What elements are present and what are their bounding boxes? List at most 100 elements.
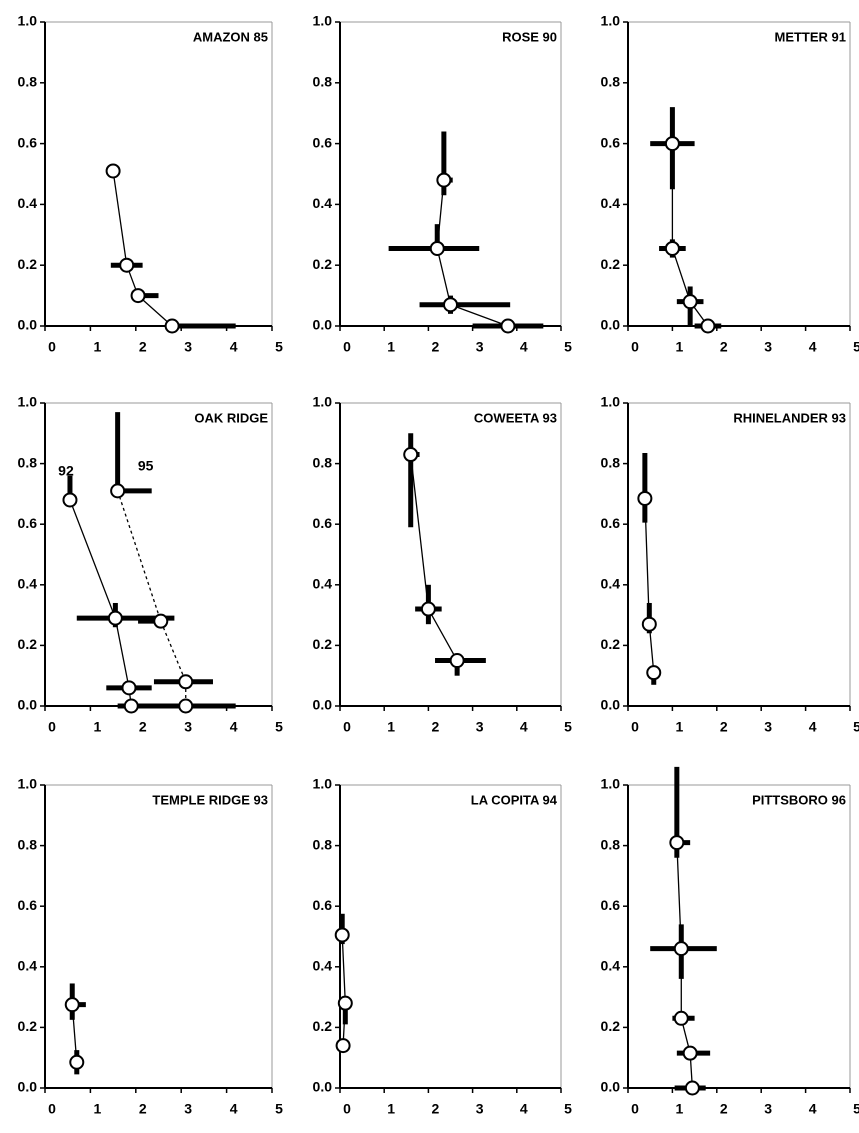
x-tick-label: 1: [387, 339, 395, 355]
panel-title: ROSE 90: [502, 29, 557, 44]
y-tick-label: 1.0: [601, 13, 621, 29]
y-tick-label: 0.8: [18, 836, 38, 852]
x-tick-label: 3: [184, 1101, 192, 1117]
point: [62, 492, 78, 508]
x-tick-label: 1: [387, 1101, 395, 1117]
point: [429, 240, 445, 256]
point: [443, 297, 458, 313]
x-tick-label: 3: [476, 1101, 484, 1117]
point: [121, 680, 137, 696]
point: [436, 172, 452, 188]
y-tick-label: 0.8: [18, 74, 38, 90]
point: [178, 674, 194, 690]
y-tick-label: 0.4: [18, 195, 38, 211]
x-tick-label: 0: [631, 1101, 639, 1117]
panel-title: TEMPLE RIDGE 93: [152, 792, 268, 807]
point: [449, 653, 465, 669]
y-tick-label: 0.8: [601, 454, 621, 470]
point: [669, 835, 685, 851]
series-label: 92: [58, 463, 74, 479]
x-tick-label: 2: [432, 719, 440, 735]
y-tick-label: 0.6: [18, 515, 38, 531]
series-line: [341, 934, 346, 1046]
x-tick-label: 0: [343, 1101, 351, 1117]
series-line: [69, 499, 132, 707]
x-tick-label: 5: [853, 339, 859, 355]
point: [664, 136, 680, 152]
point: [500, 318, 516, 334]
y-tick-label: 0.8: [313, 836, 333, 852]
x-tick-label: 1: [676, 719, 684, 735]
y-tick-label: 0.8: [18, 454, 38, 470]
panel-title: OAK RIDGE: [194, 410, 268, 425]
series-label: 95: [138, 458, 154, 474]
y-tick-label: 0.8: [601, 74, 621, 90]
point: [337, 995, 353, 1011]
x-tick-label: 2: [720, 1101, 728, 1117]
point: [69, 1054, 85, 1070]
x-tick-label: 2: [139, 1101, 147, 1117]
point: [682, 294, 698, 310]
series-line: [117, 490, 187, 706]
x-tick-label: 4: [809, 719, 817, 735]
x-tick-label: 0: [343, 339, 351, 355]
point: [641, 616, 657, 632]
y-tick-label: 0.8: [601, 836, 621, 852]
y-tick-label: 1.0: [18, 13, 38, 29]
x-tick-label: 2: [139, 339, 147, 355]
x-tick-label: 3: [476, 339, 484, 355]
x-tick-label: 3: [184, 339, 192, 355]
x-tick-label: 0: [631, 719, 639, 735]
y-tick-label: 0.6: [313, 515, 333, 531]
y-tick-label: 0.0: [601, 317, 621, 333]
point: [700, 318, 716, 334]
point: [335, 1038, 351, 1054]
point: [110, 483, 126, 499]
x-tick-label: 4: [520, 719, 528, 735]
series-line: [644, 498, 655, 673]
y-tick-label: 0.2: [313, 636, 333, 652]
point: [119, 257, 135, 273]
y-tick-label: 0.6: [313, 897, 333, 913]
x-tick-label: 2: [432, 1101, 440, 1117]
y-tick-label: 0.2: [313, 256, 333, 272]
y-tick-label: 0.4: [18, 958, 38, 974]
point: [637, 490, 653, 506]
x-tick-label: 1: [94, 719, 102, 735]
x-tick-label: 4: [230, 339, 238, 355]
x-tick-label: 1: [94, 339, 102, 355]
y-tick-label: 0.2: [18, 1018, 38, 1034]
x-tick-label: 0: [48, 1101, 56, 1117]
x-tick-label: 1: [94, 1101, 102, 1117]
y-tick-label: 0.0: [601, 697, 621, 713]
point: [334, 927, 350, 943]
y-tick-label: 1.0: [601, 776, 621, 792]
y-tick-label: 0.4: [601, 195, 621, 211]
x-tick-label: 0: [343, 719, 351, 735]
point: [673, 941, 689, 957]
x-tick-label: 1: [676, 339, 684, 355]
x-tick-label: 1: [676, 1101, 684, 1117]
y-tick-label: 0.4: [18, 576, 38, 592]
x-tick-label: 0: [48, 339, 56, 355]
series-line: [112, 170, 173, 327]
y-tick-label: 1.0: [18, 776, 38, 792]
y-tick-label: 0.0: [18, 697, 38, 713]
x-tick-label: 3: [184, 719, 192, 735]
y-tick-label: 0.0: [601, 1079, 621, 1095]
x-tick-label: 4: [520, 339, 528, 355]
x-tick-label: 5: [853, 1101, 859, 1117]
panel-title: RHINELANDER 93: [733, 410, 846, 425]
y-tick-label: 0.6: [18, 134, 38, 150]
y-tick-label: 1.0: [313, 13, 333, 29]
series-line: [410, 454, 458, 661]
point: [403, 447, 419, 463]
x-tick-label: 4: [809, 339, 817, 355]
y-tick-label: 0.0: [313, 697, 333, 713]
point: [64, 997, 80, 1013]
panel-title: PITTSBORO 96: [752, 792, 846, 807]
x-tick-label: 5: [564, 339, 572, 355]
panel-title: LA COPITA 94: [471, 792, 558, 807]
x-tick-label: 1: [387, 719, 395, 735]
x-tick-label: 2: [432, 339, 440, 355]
